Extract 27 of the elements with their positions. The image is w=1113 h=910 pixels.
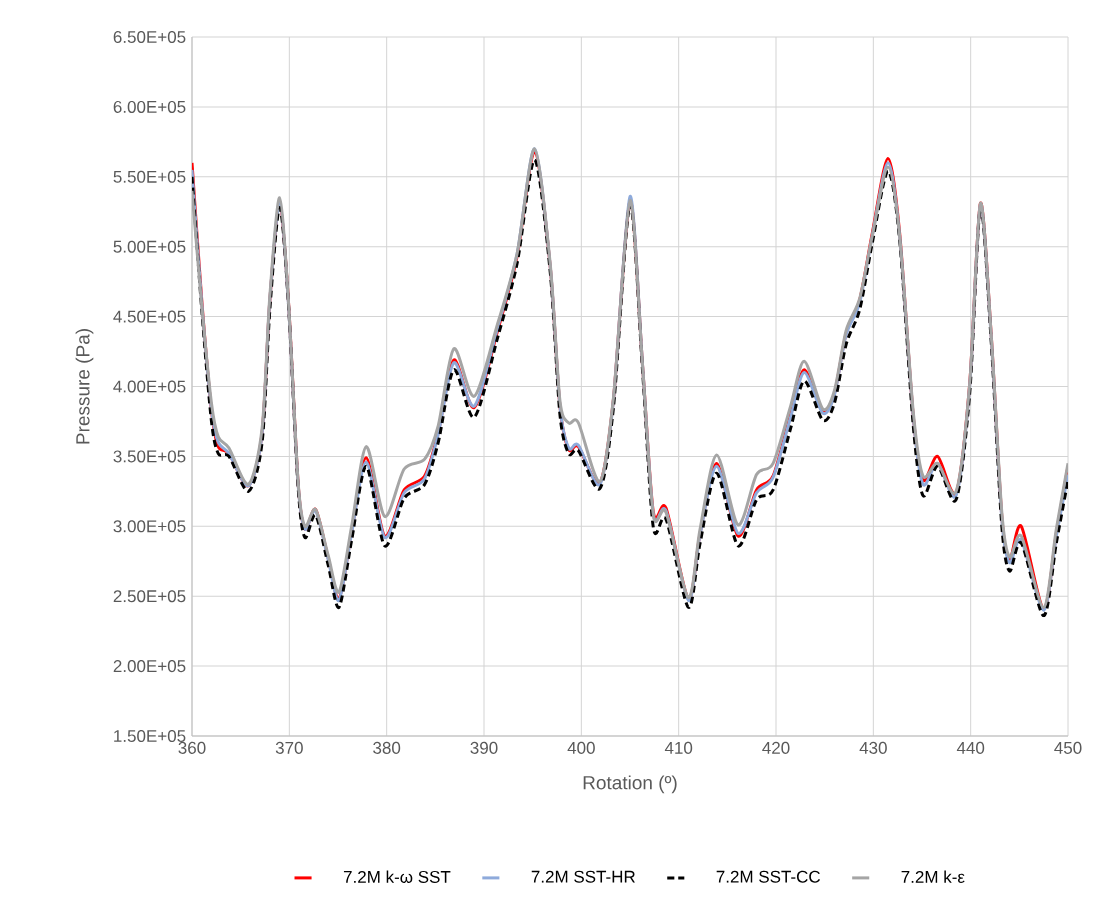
x-tick-label: 380: [373, 741, 401, 754]
y-tick-label: 4.00E+05: [113, 380, 186, 393]
y-tick-label: 4.50E+05: [113, 310, 186, 323]
x-tick-label: 430: [859, 741, 887, 754]
legend-label: 7.2M SST-HR: [531, 870, 635, 883]
y-tick-label: 2.50E+05: [113, 590, 186, 603]
legend-label: 7.2M k-ω SST: [343, 870, 451, 883]
x-tick-label: 410: [664, 741, 693, 754]
y-tick-label: 5.00E+05: [113, 240, 186, 253]
y-tick-label: 3.50E+05: [113, 450, 186, 463]
y-tick-label: 3.00E+05: [113, 520, 186, 533]
x-tick-label: 440: [956, 741, 985, 754]
x-tick-label: 420: [762, 741, 790, 754]
legend-label: 7.2M k-ε: [901, 870, 965, 883]
y-tick-label: 2.00E+05: [113, 660, 186, 673]
x-tick-label: 360: [178, 741, 206, 754]
x-tick-label: 370: [275, 741, 303, 754]
x-tick-label: 400: [567, 741, 595, 754]
y-tick-label: 1.50E+05: [114, 729, 186, 743]
y-tick-label: 6.00E+05: [113, 100, 186, 113]
x-tick-label: 390: [470, 741, 498, 754]
x-tick-label: 450: [1054, 741, 1082, 754]
legend-label: 7.2M SST-CC: [716, 870, 821, 883]
x-axis-title: Rotation (º): [583, 775, 677, 794]
y-axis-title: Pressure (Pa): [75, 329, 94, 444]
y-tick-label: 6.50E+05: [113, 30, 186, 44]
y-tick-label: 5.50E+05: [113, 170, 186, 183]
